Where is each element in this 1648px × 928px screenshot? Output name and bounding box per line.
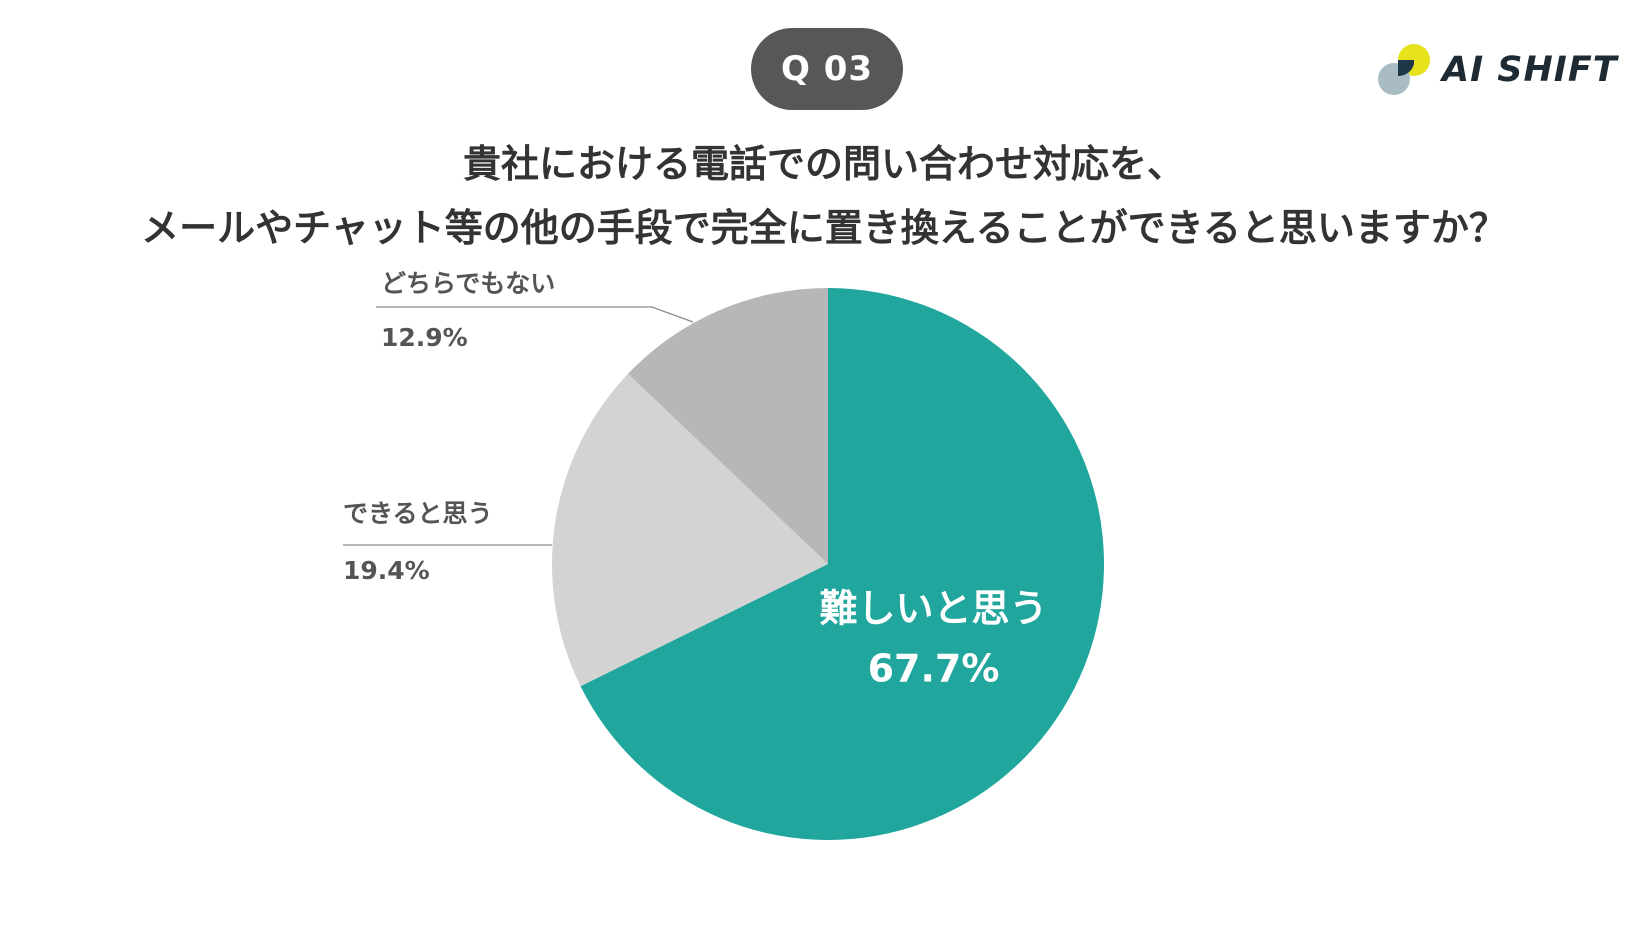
ai-shift-logo: AI SHIFT — [1378, 44, 1618, 96]
logo-mark-icon — [1378, 44, 1430, 96]
slice-value-label: 12.9% — [381, 323, 468, 352]
question-line-1: 貴社における電話での問い合わせ対応を、 — [462, 142, 1185, 186]
slice-label: 難しいと思う — [819, 587, 1047, 631]
pie-slices — [552, 288, 1104, 840]
logo-navy-shape — [1398, 60, 1414, 77]
pie-slice-3 — [627, 288, 828, 564]
leader-line — [376, 306, 694, 323]
pie-slice-1 — [580, 288, 1104, 840]
slice-value-label: 19.4% — [343, 556, 430, 585]
pie-slice-2 — [552, 373, 828, 687]
slice-label: どちらでもない — [381, 269, 555, 298]
slice-value-label: 67.7% — [868, 647, 1000, 691]
question-line-2: メールやチャット等の他の手段で完全に置き換えることができると思いますか？ — [141, 206, 1507, 250]
question-number: Q 03 — [780, 49, 874, 89]
slice-label: できると思う — [343, 499, 493, 528]
question-number-badge: Q 03 — [751, 28, 903, 110]
pie-labels: 難しいと思う 67.7% できると思う 19.4% どちらでもない 12.9% — [343, 269, 1047, 691]
logo-text: AI SHIFT — [1442, 50, 1618, 90]
